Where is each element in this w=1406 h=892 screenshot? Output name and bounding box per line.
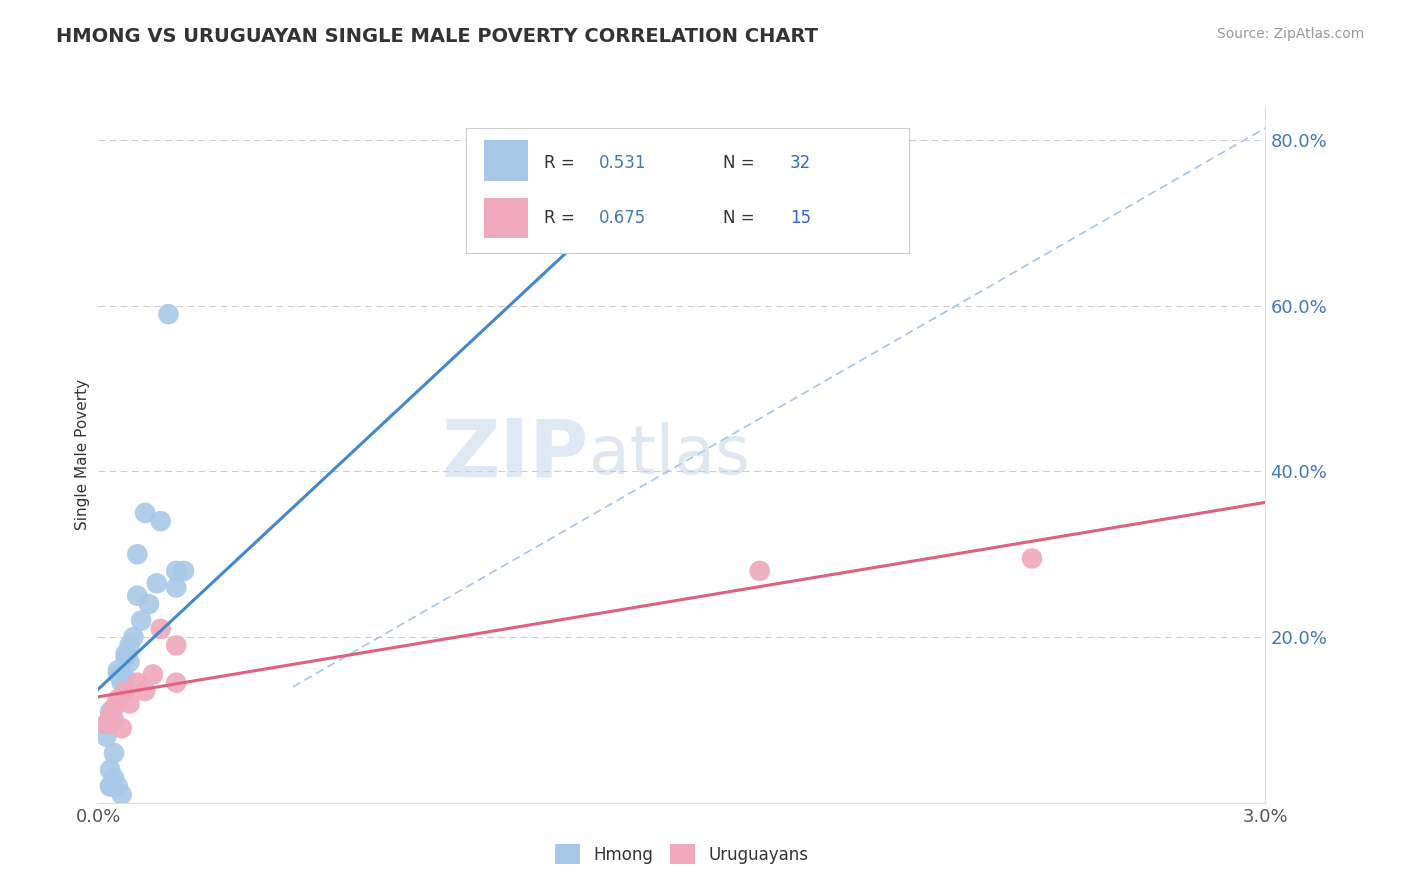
Point (157, 307, 180, 321)
Point (107, 663, 129, 677)
Point (1021, 551, 1043, 566)
Point (173, 564, 195, 578)
Point (651, 233, 673, 247)
Point (134, 506, 156, 520)
Point (98, 705, 121, 719)
Point (103, 700, 125, 714)
Point (103, 713, 125, 727)
Point (146, 576, 169, 591)
Point (149, 622, 172, 636)
Point (165, 675, 187, 690)
Point (748, 564, 770, 578)
Point (111, 721, 134, 735)
Point (127, 589, 149, 603)
Point (96, 730, 118, 744)
Point (98, 763, 121, 777)
Point (98, 708, 121, 723)
Point (114, 647, 136, 661)
Point (165, 581, 187, 595)
Point (127, 547, 149, 561)
Text: Source: ZipAtlas.com: Source: ZipAtlas.com (1216, 27, 1364, 41)
Point (114, 684, 136, 698)
Text: atlas: atlas (589, 422, 749, 488)
Point (103, 771, 125, 785)
Point (118, 697, 141, 711)
Point (107, 692, 129, 706)
Point (111, 788, 134, 802)
Point (98, 779, 121, 793)
Point (138, 597, 160, 611)
Point (114, 651, 136, 665)
Point (111, 675, 134, 690)
Point (134, 684, 156, 698)
Y-axis label: Single Male Poverty: Single Male Poverty (75, 379, 90, 531)
Text: HMONG VS URUGUAYAN SINGLE MALE POVERTY CORRELATION CHART: HMONG VS URUGUAYAN SINGLE MALE POVERTY C… (56, 27, 818, 45)
Point (118, 655, 141, 669)
Point (122, 630, 145, 644)
Point (114, 672, 136, 686)
Point (107, 667, 129, 681)
Point (127, 675, 149, 690)
Legend: Hmong, Uruguayans: Hmong, Uruguayans (548, 838, 815, 871)
Point (165, 564, 187, 578)
Point (165, 639, 187, 653)
Point (96, 717, 118, 731)
Point (129, 614, 152, 628)
Text: ZIP: ZIP (441, 416, 589, 494)
Point (149, 514, 172, 528)
Point (103, 746, 125, 760)
Point (107, 779, 129, 793)
Point (142, 667, 165, 681)
Point (111, 667, 134, 681)
Point (98, 779, 121, 793)
Point (118, 639, 141, 653)
